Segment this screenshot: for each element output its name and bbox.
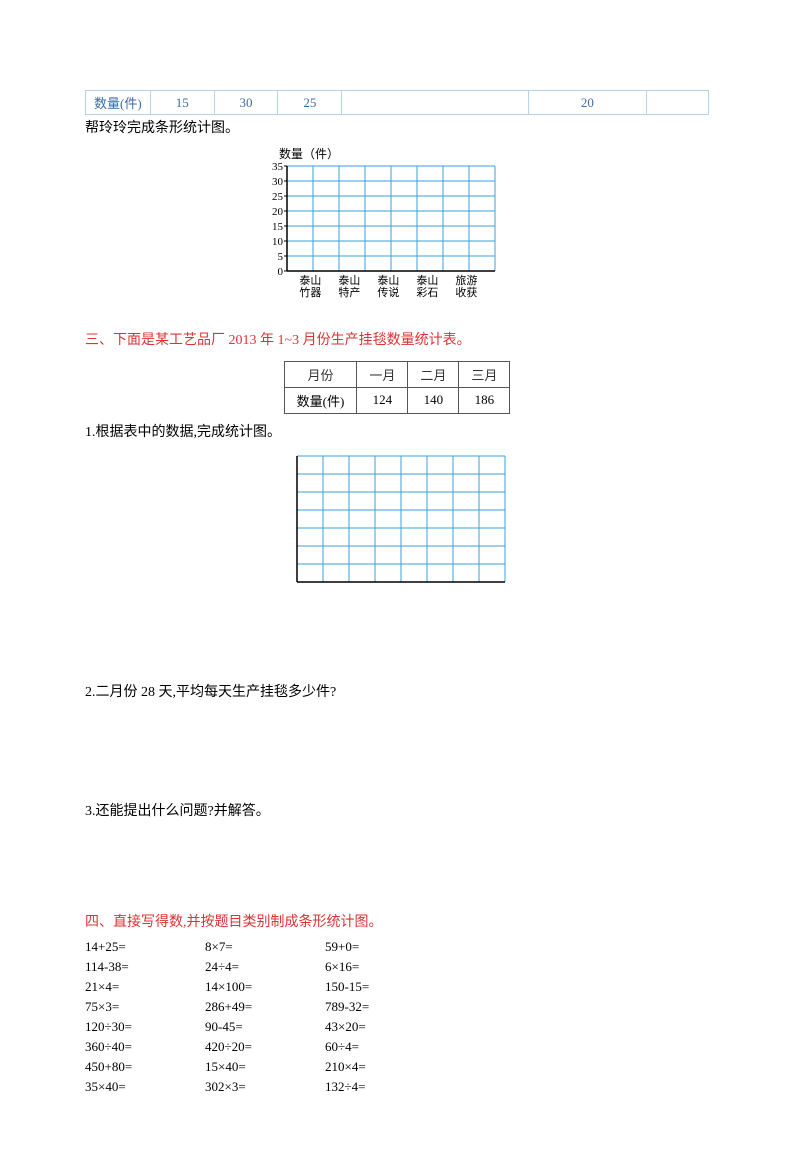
- top-row-value: 30: [214, 91, 278, 115]
- top-row-value: 20: [529, 91, 646, 115]
- top-row-value: [646, 91, 708, 115]
- equation-cell: 43×20=: [325, 1017, 445, 1037]
- s3-header-cell: 一月: [357, 361, 408, 387]
- equation-cell: 15×40=: [205, 1057, 325, 1077]
- equation-cell: 114-38=: [85, 957, 205, 977]
- equation-cell: 120÷30=: [85, 1017, 205, 1037]
- equation-cell: 286+49=: [205, 997, 325, 1017]
- equation-cell: 420÷20=: [205, 1037, 325, 1057]
- equation-cell: 75×3=: [85, 997, 205, 1017]
- top-row-value: 15: [150, 91, 214, 115]
- section3-title: 三、下面是某工艺品厂 2013 年 1~3 月份生产挂毯数量统计表。: [85, 330, 709, 352]
- s3-header-cell: 月份: [284, 361, 357, 387]
- s3-header-cell: 三月: [459, 361, 510, 387]
- svg-text:收获: 收获: [455, 285, 477, 299]
- svg-text:数量（件）: 数量（件）: [279, 146, 339, 161]
- equation-cell: 789-32=: [325, 997, 445, 1017]
- svg-text:20: 20: [272, 206, 284, 218]
- svg-text:25: 25: [272, 191, 284, 203]
- svg-text:泰山: 泰山: [377, 273, 399, 287]
- svg-text:10: 10: [272, 236, 284, 248]
- s3-value-cell: 186: [459, 387, 510, 413]
- svg-text:5: 5: [278, 251, 284, 263]
- svg-text:特产: 特产: [338, 285, 360, 299]
- s3-row-label: 数量(件): [284, 387, 357, 413]
- svg-text:彩石: 彩石: [416, 286, 438, 299]
- top-row-value: [342, 91, 529, 115]
- s3-value-cell: 124: [357, 387, 408, 413]
- equation-cell: 35×40=: [85, 1077, 205, 1097]
- equation-cell: 302×3=: [205, 1077, 325, 1097]
- svg-text:泰山: 泰山: [416, 273, 438, 287]
- svg-text:35: 35: [272, 161, 284, 173]
- s3-header-cell: 二月: [408, 361, 459, 387]
- instruction-help: 帮玲玲完成条形统计图。: [85, 118, 709, 140]
- equation-cell: 360÷40=: [85, 1037, 205, 1057]
- svg-text:旅游: 旅游: [455, 273, 477, 287]
- svg-text:0: 0: [278, 266, 284, 278]
- svg-text:30: 30: [272, 176, 284, 188]
- top-quantity-table: 数量(件)153025 20: [85, 90, 709, 115]
- equation-cell: 150-15=: [325, 977, 445, 997]
- q3-1: 1.根据表中的数据,完成统计图。: [85, 422, 709, 444]
- top-row-value: 25: [278, 91, 342, 115]
- svg-text:泰山: 泰山: [338, 273, 360, 287]
- section4-title: 四、直接写得数,并按题目类别制成条形统计图。: [85, 912, 709, 934]
- svg-text:竹器: 竹器: [299, 285, 321, 299]
- equation-cell: 132÷4=: [325, 1077, 445, 1097]
- equation-cell: 6×16=: [325, 957, 445, 977]
- equation-cell: 60÷4=: [325, 1037, 445, 1057]
- top-row-label: 数量(件): [86, 91, 151, 115]
- equation-cell: 450+80=: [85, 1057, 205, 1077]
- equation-cell: 8×7=: [205, 937, 325, 957]
- svg-text:传说: 传说: [377, 285, 399, 299]
- svg-text:泰山: 泰山: [299, 273, 321, 287]
- bar-chart-1: 数量（件）35302520151050泰山竹器泰山特产泰山传说泰山彩石旅游收获: [85, 144, 709, 324]
- bar-chart-2: [85, 448, 709, 603]
- equation-cell: 210×4=: [325, 1057, 445, 1077]
- equation-cell: 21×4=: [85, 977, 205, 997]
- equation-cell: 14+25=: [85, 937, 205, 957]
- equation-cell: 24÷4=: [205, 957, 325, 977]
- equation-cell: 90-45=: [205, 1017, 325, 1037]
- section3-data-table: 月份一月二月三月 数量(件)124140186: [284, 361, 511, 414]
- q3-2: 2.二月份 28 天,平均每天生产挂毯多少件?: [85, 682, 709, 704]
- s3-value-cell: 140: [408, 387, 459, 413]
- q3-3: 3.还能提出什么问题?并解答。: [85, 801, 709, 823]
- equations-table: 14+25=8×7=59+0= 114-38=24÷4=6×16= 21×4=14×…: [85, 937, 445, 1097]
- equation-cell: 59+0=: [325, 937, 445, 957]
- equation-cell: 14×100=: [205, 977, 325, 997]
- svg-text:15: 15: [272, 221, 284, 233]
